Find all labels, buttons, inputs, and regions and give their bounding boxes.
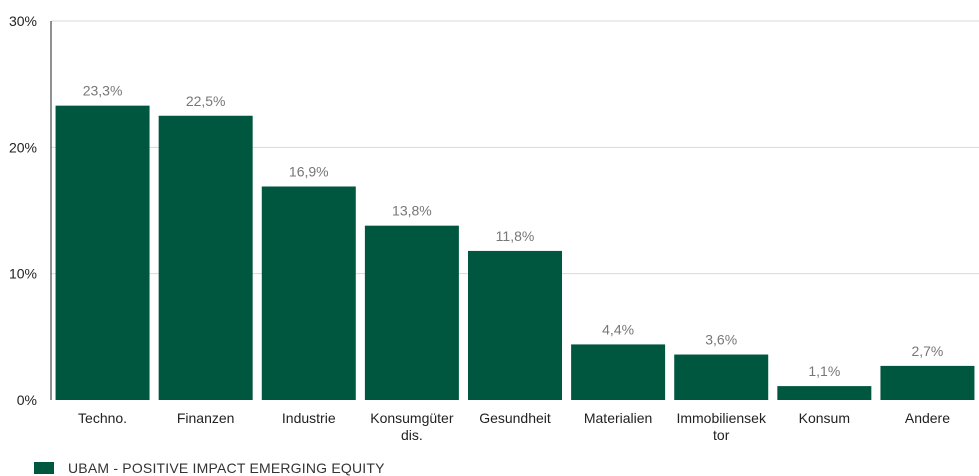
legend-swatch xyxy=(34,462,54,474)
category-label: Konsumgüter dis. xyxy=(370,410,454,443)
y-axis-ticks: 0% 10% 20% 30% xyxy=(9,13,37,408)
bar xyxy=(571,344,666,400)
bar xyxy=(158,115,253,400)
data-label: 4,4% xyxy=(602,321,634,337)
category-label: Andere xyxy=(905,410,950,426)
data-label: 23,3% xyxy=(83,83,123,99)
category-label: Industrie xyxy=(282,410,336,426)
y-tick-label: 30% xyxy=(9,13,37,29)
data-label: 16,9% xyxy=(289,163,329,179)
category-label: Immobiliensek tor xyxy=(676,410,766,443)
bar xyxy=(55,105,150,400)
data-label: 13,8% xyxy=(392,203,432,219)
bar xyxy=(880,365,975,400)
data-label: 2,7% xyxy=(911,343,943,359)
bar xyxy=(674,354,769,400)
bar xyxy=(261,186,356,400)
legend: UBAM - POSITIVE IMPACT EMERGING EQUITY xyxy=(34,460,385,476)
data-label: 3,6% xyxy=(705,332,737,348)
x-axis-categories: Techno. Finanzen Industrie Konsumgüter dis. G… xyxy=(78,410,950,443)
data-labels: 23,3% 22,5% 16,9% 13,8% 11,8% 4,4% 3,6% 1,1% 2,7… xyxy=(83,83,944,379)
category-label: Materialien xyxy=(584,410,652,426)
y-tick-label: 20% xyxy=(9,139,37,155)
bar xyxy=(468,250,562,400)
category-label: Konsum xyxy=(799,410,850,426)
bars xyxy=(55,105,975,400)
category-label: Finanzen xyxy=(177,410,235,426)
category-label: Gesundheit xyxy=(479,410,551,426)
bar xyxy=(777,386,872,400)
bar xyxy=(364,225,459,400)
data-label: 1,1% xyxy=(808,363,840,379)
y-tick-label: 0% xyxy=(17,392,37,408)
data-label: 22,5% xyxy=(186,93,226,109)
category-label: Techno. xyxy=(78,410,127,426)
data-label: 11,8% xyxy=(496,228,535,244)
y-tick-label: 10% xyxy=(9,266,37,282)
legend-label: UBAM - POSITIVE IMPACT EMERGING EQUITY xyxy=(68,460,385,476)
